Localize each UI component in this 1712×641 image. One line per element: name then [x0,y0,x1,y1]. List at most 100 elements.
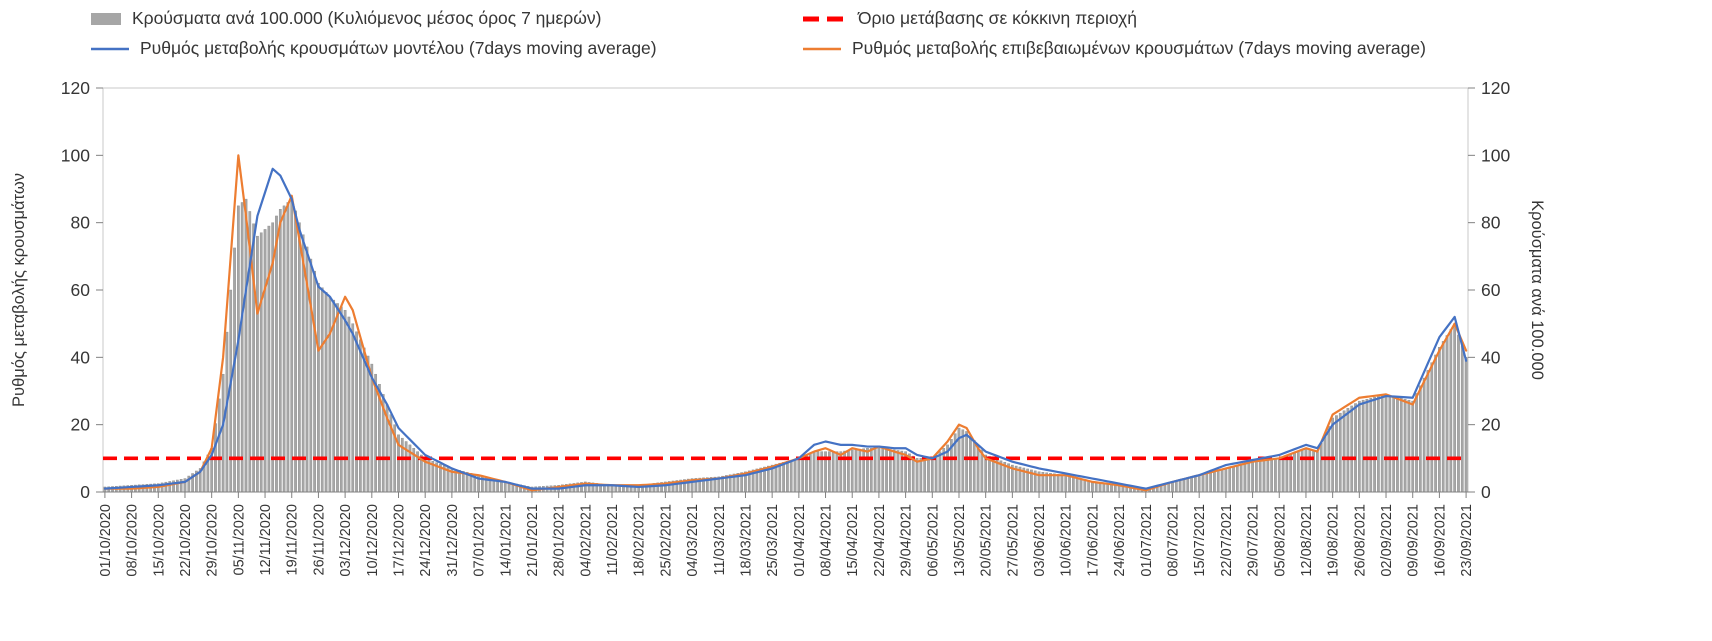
daily-cases-bar [309,258,313,493]
y-tick-label-right: 60 [1481,280,1501,300]
daily-cases-bar [938,451,942,493]
x-tick-label: 10/06/2021 [1059,504,1075,577]
daily-cases-bar [866,448,869,493]
daily-cases-bar [854,449,858,493]
daily-cases-bar [1373,397,1376,493]
daily-cases-bar [351,323,355,493]
daily-cases-bar [812,451,816,493]
daily-cases-bar [1209,472,1212,493]
daily-cases-bar [370,363,374,493]
daily-cases-bar [911,455,915,493]
daily-cases-bar [1430,362,1434,493]
daily-cases-bar [1186,477,1190,493]
confirmed-rate-line [103,154,1468,492]
daily-cases-bar [1319,442,1323,493]
daily-cases-bar [1224,468,1228,493]
y-tick-label-left: 100 [61,145,90,165]
x-tick-label: 19/11/2020 [285,504,301,576]
daily-cases-bar [1197,474,1201,493]
x-tick-label: 02/09/2021 [1379,504,1395,577]
daily-cases-bar [793,459,797,493]
daily-cases-bar [1235,465,1239,493]
daily-cases-bar [1331,417,1334,493]
daily-cases-bar [789,460,793,493]
daily-cases-bar [282,205,286,493]
y-tick-label-right: 0 [1481,482,1491,502]
x-tick-label: 10/12/2020 [365,504,381,577]
y-axis-title-left: Ρυθμός μεταβολής κρουσμάτων [10,173,28,407]
x-tick-label: 08/04/2021 [819,504,835,577]
daily-cases-bar [339,306,343,493]
x-tick-label: 21/01/2021 [525,504,541,577]
daily-cases-bar [286,202,290,493]
dashed-threshold-swatch [803,16,847,21]
daily-cases-bar [275,215,278,493]
daily-cases-bar [1079,478,1083,493]
daily-cases-bar [179,479,183,493]
daily-cases-bar [1213,471,1216,493]
daily-cases-bar [1411,400,1415,493]
x-tick-label: 01/10/2020 [98,504,114,577]
daily-cases-bar [976,444,980,493]
x-tick-label: 26/08/2021 [1352,504,1368,577]
daily-cases-bar [801,456,805,493]
legend-label-cases-per-100k: Κρούσματα ανά 100.000 (Κυλιόμενος μέσος … [132,8,602,28]
x-tick-label: 27/05/2021 [1005,504,1021,577]
x-tick-label: 04/03/2021 [685,504,701,577]
daily-cases-bar [1304,448,1308,493]
x-tick-label: 22/10/2020 [178,504,194,577]
daily-cases-bar [1060,474,1064,493]
daily-cases-bar [1399,398,1403,493]
x-tick-label: 17/06/2021 [1085,504,1101,577]
daily-cases-bar [1182,478,1186,493]
x-tick-label: 29/04/2021 [899,504,915,577]
daily-cases-bar [1300,449,1304,493]
daily-cases-bar [362,347,366,493]
x-tick-label: 15/10/2020 [151,504,167,577]
daily-cases-bar [1457,334,1460,493]
daily-cases-bar [805,454,808,493]
daily-cases-bar [347,316,351,493]
daily-cases-bar [835,451,839,493]
daily-cases-bar [1380,395,1384,493]
daily-cases-bar [278,208,282,493]
x-tick-label: 29/07/2021 [1246,504,1262,577]
y-tick-label-right: 120 [1481,78,1510,98]
x-tick-label: 23/09/2021 [1459,504,1475,577]
daily-cases-bar [1422,377,1426,493]
x-tick-label: 17/12/2020 [391,504,407,577]
daily-cases-bar [366,355,370,493]
x-tick-label: 25/02/2021 [658,504,674,577]
daily-cases-bar [896,450,900,493]
daily-cases-bar [256,235,259,493]
daily-cases-bar [1418,385,1422,493]
y-tick-label-left: 20 [71,415,91,435]
daily-cases-bar [244,198,248,493]
daily-cases-bar [290,198,294,493]
x-tick-label: 18/03/2021 [738,504,754,577]
daily-cases-bar [1232,466,1235,493]
daily-cases-bar [858,448,862,493]
daily-cases-bar [1239,464,1243,493]
y-tick-label-right: 40 [1481,347,1501,367]
daily-cases-bar [1056,474,1060,493]
x-tick-label: 05/08/2021 [1272,504,1288,577]
daily-cases-bar [1205,473,1209,493]
daily-cases-bar [923,458,927,493]
daily-cases-bar [1350,405,1354,493]
daily-cases-bar [1106,483,1110,493]
y-tick-label-left: 60 [71,280,91,300]
daily-cases-bar [1365,398,1369,493]
daily-cases-bar [298,222,301,493]
y-tick-label-left: 40 [71,347,91,367]
x-tick-label: 12/08/2021 [1299,504,1315,577]
x-tick-label: 06/05/2021 [925,504,941,577]
y-axis-title-right: Κρούσματα ανά 100.000 [1528,200,1546,380]
daily-cases-bar [1068,475,1071,493]
daily-cases-bar [1075,477,1079,493]
x-tick-label: 08/07/2021 [1166,504,1182,577]
daily-cases-bar [862,448,866,493]
daily-cases-bar [1274,458,1277,493]
x-tick-label: 01/07/2021 [1139,504,1155,577]
